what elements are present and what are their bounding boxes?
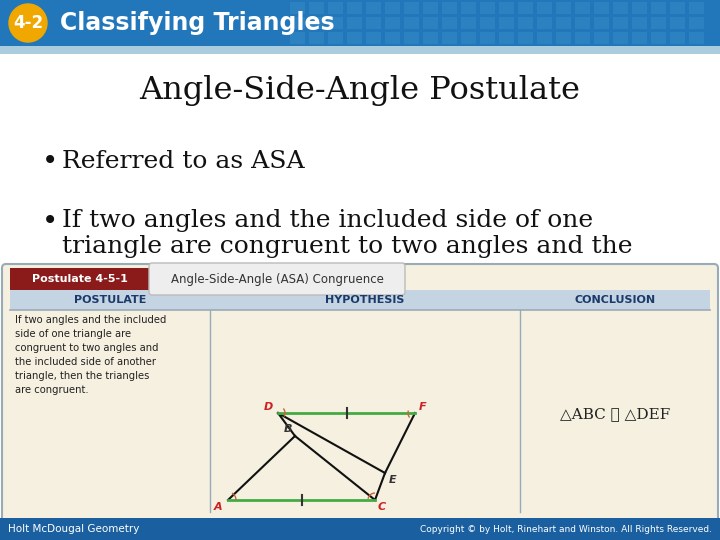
Text: If two angles and the included side of one: If two angles and the included side of o… (62, 210, 593, 233)
Bar (442, 32, 457, 44)
Bar (632, 17, 647, 29)
Bar (404, 2, 419, 14)
Circle shape (9, 4, 47, 42)
Bar (613, 17, 628, 29)
Text: △ABC ≅ △DEF: △ABC ≅ △DEF (560, 407, 670, 421)
Bar (670, 2, 685, 14)
Bar (385, 2, 400, 14)
Bar (385, 32, 400, 44)
Text: Copyright © by Holt, Rinehart and Winston. All Rights Reserved.: Copyright © by Holt, Rinehart and Winsto… (420, 524, 712, 534)
Bar (328, 2, 343, 14)
Text: triangle are congruent to two angles and the: triangle are congruent to two angles and… (62, 234, 632, 258)
Bar (480, 2, 495, 14)
Bar (613, 32, 628, 44)
Bar (537, 17, 552, 29)
Bar (404, 17, 419, 29)
Bar (442, 17, 457, 29)
Bar (366, 32, 381, 44)
Text: POSTULATE: POSTULATE (74, 295, 146, 305)
Bar (0, 518, 720, 540)
FancyBboxPatch shape (149, 263, 405, 295)
Bar (10, 290, 710, 310)
Bar (670, 17, 685, 29)
Text: Holt McDougal Geometry: Holt McDougal Geometry (8, 524, 140, 534)
Bar (689, 17, 704, 29)
Bar (347, 17, 362, 29)
Text: C: C (378, 502, 386, 512)
Bar (594, 17, 609, 29)
Bar (518, 17, 533, 29)
Text: Postulate 4-5-1: Postulate 4-5-1 (32, 274, 128, 284)
Bar (461, 2, 476, 14)
Bar (518, 2, 533, 14)
Bar (594, 32, 609, 44)
Bar (499, 32, 514, 44)
Text: 4-2: 4-2 (13, 14, 43, 32)
Bar (366, 2, 381, 14)
Text: B: B (284, 424, 292, 434)
Bar (689, 2, 704, 14)
Bar (328, 32, 343, 44)
Bar (518, 32, 533, 44)
Bar (385, 17, 400, 29)
Bar (594, 2, 609, 14)
Text: Angle-Side-Angle (ASA) Congruence: Angle-Side-Angle (ASA) Congruence (171, 273, 384, 286)
Bar (651, 17, 666, 29)
Text: HYPOTHESIS: HYPOTHESIS (325, 295, 405, 305)
Bar (651, 32, 666, 44)
Text: Angle-Side-Angle Postulate: Angle-Side-Angle Postulate (140, 76, 580, 106)
Bar (366, 17, 381, 29)
Bar (537, 2, 552, 14)
Text: CONCLUSION: CONCLUSION (575, 295, 656, 305)
Bar (309, 32, 324, 44)
Text: •: • (42, 207, 58, 235)
Text: If two angles and the included
side of one triangle are
congruent to two angles : If two angles and the included side of o… (15, 315, 166, 395)
Text: D: D (264, 402, 273, 412)
Text: •: • (42, 147, 58, 175)
Bar (404, 32, 419, 44)
Bar (461, 32, 476, 44)
Bar (689, 32, 704, 44)
Bar (442, 2, 457, 14)
Bar (499, 17, 514, 29)
Bar (632, 2, 647, 14)
Bar (499, 2, 514, 14)
Bar (537, 32, 552, 44)
Bar (556, 17, 571, 29)
Bar (670, 32, 685, 44)
Bar (0, 0, 720, 46)
Bar (347, 2, 362, 14)
Bar (556, 2, 571, 14)
Bar (0, 46, 720, 54)
FancyBboxPatch shape (2, 264, 718, 522)
Bar (480, 32, 495, 44)
Bar (632, 32, 647, 44)
Bar (309, 17, 324, 29)
Bar (290, 2, 305, 14)
Bar (613, 2, 628, 14)
Bar (423, 17, 438, 29)
Bar (10, 268, 150, 290)
Bar (309, 2, 324, 14)
Text: E: E (389, 475, 397, 485)
Bar (480, 17, 495, 29)
Bar (290, 17, 305, 29)
Text: Classifying Triangles: Classifying Triangles (60, 11, 335, 35)
Bar (461, 17, 476, 29)
Bar (290, 32, 305, 44)
Bar (556, 32, 571, 44)
Bar (347, 32, 362, 44)
Bar (328, 17, 343, 29)
Bar (575, 17, 590, 29)
Bar (423, 32, 438, 44)
Bar (575, 2, 590, 14)
Bar (423, 2, 438, 14)
Text: A: A (213, 502, 222, 512)
Bar (575, 32, 590, 44)
Bar (651, 2, 666, 14)
Text: F: F (419, 402, 427, 412)
Text: Referred to as ASA: Referred to as ASA (62, 150, 305, 172)
